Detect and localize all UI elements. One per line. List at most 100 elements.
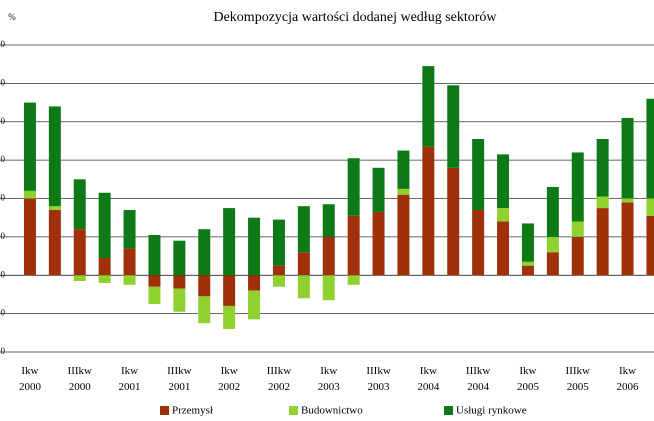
x-tick-label-line: Ikw [121,365,138,377]
x-tick-label-line: Ikw [420,365,437,377]
bar-segment [322,236,335,276]
bar-segment [297,206,310,253]
chart-title: Dekompozycja wartości dodanej według sek… [213,10,497,25]
x-tick-label-line: 2000 [69,381,92,393]
x-tick-label: IIIkw 2000 [68,365,92,393]
x-tick-label: Ikw 2003 [318,365,341,393]
bar-segment [272,219,285,266]
x-tick-label: IIIkw 2004 [466,365,490,393]
x-tick-label-line: 2005 [567,381,590,393]
x-tick-label-line: 2004 [467,381,490,393]
bar-segment [596,196,609,209]
x-tick-label-line: IIIkw [167,365,191,377]
bar-segment [521,261,534,266]
x-tick-label-line: 2003 [318,381,341,393]
x-tick-label-line: IIIkw [68,365,92,377]
bar-segment [23,198,36,276]
x-tick-label-line: Ikw [519,365,536,377]
x-tick-label-line: 2001 [168,381,190,393]
bar-segment [98,192,111,258]
bar-segment [248,290,261,320]
bar-segment [571,152,584,222]
bar-segment [596,139,609,197]
legend-swatch [289,406,298,415]
bar-segment [497,208,510,222]
legend-label: Przemysł [172,405,213,417]
legend-label: Budownictwo [301,405,363,417]
bar-segment [621,202,634,276]
bar-segment [571,236,584,276]
bar-segment [521,223,534,262]
bar-segment [73,179,86,230]
bar-segment [347,215,360,276]
bar-segment [546,236,559,253]
x-tick-label-line: 2006 [617,381,640,393]
bar-segment [223,305,236,329]
bar-segment [347,158,360,216]
bar-segment [372,211,385,276]
legend-label: Usługi rynkowe [456,405,527,417]
bar-segment [223,275,236,306]
y-tick-label: 2,0 [0,193,6,203]
bar-segment [497,221,510,276]
x-tick-label-line: Ikw [221,365,238,377]
bar-segment [546,252,559,276]
y-unit: % [8,12,16,22]
bar-segment [322,275,335,301]
bar-segment [23,102,36,191]
x-tick-label-line: 2005 [517,381,540,393]
bar-segment [272,275,285,287]
bar-segment [447,85,460,168]
bar-segment [397,194,410,276]
bar-segment [422,66,435,147]
bar-segment [248,217,261,276]
y-tick-label: -1,0 [0,308,5,318]
x-tick-label-line: IIIkw [366,365,390,377]
bar-segment [297,252,310,276]
legend-swatch [160,406,169,415]
y-tick-label: 5,0 [0,77,6,87]
bar-segment [48,210,61,276]
bar-segment [297,275,310,299]
x-tick-label-line: Ikw [21,365,38,377]
bar-segment [198,275,211,297]
x-tick-label-line: 2002 [218,381,240,393]
bar-segment [48,206,61,211]
y-tick-label: 6,0 [0,39,6,49]
bar-segment [472,210,485,276]
bar-segment [73,229,86,276]
bar-segment [272,265,285,276]
bar-segment [223,208,236,276]
bar-segment [422,146,435,276]
x-tick-label: Ikw 2004 [417,365,440,393]
x-tick-label: Ikw 2000 [19,365,42,393]
bar-segment [123,248,136,276]
bar-segment [447,167,460,276]
x-tick-label: Ikw 2001 [119,365,141,393]
y-tick-label: 0,0 [0,269,6,279]
x-tick-label: IIIkw 2005 [566,365,590,393]
bar-segment [646,215,654,276]
bar-segment [173,275,186,289]
bar-segment [173,240,186,276]
bar-segment [148,234,161,276]
x-tick-label: IIIkw 2001 [167,365,191,393]
x-tick-label: IIIkw 2003 [366,365,390,393]
bar-segment [397,150,410,189]
x-tick-label-line: Ikw [619,365,636,377]
x-tick-label: Ikw 2002 [218,365,240,393]
bar-segment [48,106,61,207]
bar-segment [646,198,654,216]
bar-segment [521,265,534,276]
bar-segment [372,167,385,212]
bar-segment [497,154,510,209]
x-tick-label: Ikw 2005 [517,365,540,393]
bar-segment [646,98,654,199]
x-tick-label-line: 2000 [19,381,42,393]
bar-segment [322,204,335,237]
bar-segment [148,286,161,305]
bar-segment [98,275,111,283]
legend-swatch [444,406,453,415]
x-tick-label-line: IIIkw [566,365,590,377]
